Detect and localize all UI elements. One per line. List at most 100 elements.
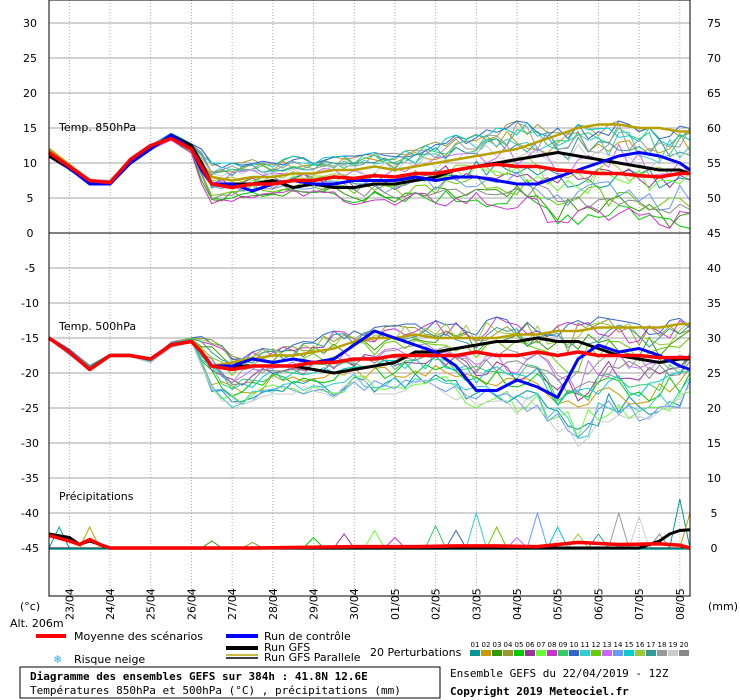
left-tick-label: -25	[21, 402, 39, 415]
perturbation-swatch	[657, 650, 667, 656]
perturbation-number: 01	[471, 641, 480, 649]
right-tick-label: 45	[707, 227, 721, 240]
precip-perturbation-spike	[425, 524, 447, 549]
x-tick-label: 06/05	[592, 588, 605, 620]
perturbation-swatch	[481, 650, 491, 656]
left-tick-labels: 30 25 20 15 10 5 0 -5 -10 -15 -20 -25 -30 -35 -40 -45	[21, 17, 39, 555]
x-tick-label: 04/05	[511, 588, 524, 620]
panel-title-t850: Temp. 850hPa	[58, 121, 136, 134]
footer-title: Diagramme des ensembles GEFS sur 384h : …	[30, 670, 368, 683]
precip-perturbation-spike	[303, 536, 325, 549]
altitude-label: Alt. 206m	[10, 617, 64, 630]
x-tick-label: 28/04	[267, 588, 280, 620]
x-tick-label: 03/05	[470, 588, 483, 620]
precip-perturbation-spike	[465, 511, 487, 549]
panel-title-precip: Précipitations	[59, 490, 134, 503]
grid	[49, 0, 690, 596]
perturbation-number: 18	[658, 641, 667, 649]
perturbation-swatch	[569, 650, 579, 656]
precip-perturbation-spike	[526, 511, 549, 549]
perturbation-swatch	[503, 650, 513, 656]
x-tick-label: 23/04	[63, 588, 76, 620]
perturbation-swatch	[514, 650, 524, 656]
perturbation-swatch	[547, 650, 557, 656]
x-tick-label: 30/04	[348, 588, 361, 620]
perturbation-swatch	[679, 650, 689, 656]
perturbation-swatch	[536, 650, 546, 656]
legend-label-perturbations: 20 Perturbations	[370, 646, 462, 659]
precip-perturbation-spike	[242, 541, 263, 549]
right-tick-label: 65	[707, 87, 721, 100]
perturbation-swatches: 01 02 03 04 05 06 07 08 09 10 11 12 13 14 15 16 17 18 19 20	[470, 641, 689, 656]
series-line-t500-moyenne-des-sc-narios	[48, 336, 690, 372]
left-tick-label: 5	[27, 192, 34, 205]
left-unit-label: (°c)	[20, 600, 40, 613]
left-tick-label: 20	[23, 87, 37, 100]
perturbation-number: 07	[537, 641, 546, 649]
left-tick-label: 30	[23, 17, 37, 30]
perturbation-swatch	[525, 650, 535, 656]
x-tick-label: 27/04	[226, 588, 239, 620]
footer-subtitle: Températures 850hPa et 500hPa (°C) , pré…	[30, 684, 401, 697]
precip-perturbation-spike	[363, 529, 386, 549]
perturbation-number: 04	[504, 641, 513, 649]
perturbation-swatch	[635, 650, 645, 656]
left-tick-label: 10	[23, 157, 37, 170]
left-tick-label: -30	[21, 437, 39, 450]
footer-title-box	[19, 666, 441, 699]
x-tick-label: 25/04	[145, 588, 158, 620]
perturbation-number: 17	[647, 641, 656, 649]
right-tick-label: 40	[707, 262, 721, 275]
left-tick-label: -20	[21, 367, 39, 380]
legend-label-snow: Risque neige	[74, 653, 145, 666]
perturbation-swatch	[624, 650, 634, 656]
right-tick-label: 25	[707, 367, 721, 380]
perturbation-swatch	[580, 650, 590, 656]
x-tick-label: 07/05	[633, 588, 646, 620]
right-tick-label: 30	[707, 332, 721, 345]
perturbation-number: 16	[636, 641, 645, 649]
left-tick-label: 25	[23, 52, 37, 65]
perturbation-line-t500-19	[48, 338, 691, 448]
perturbation-number: 12	[592, 641, 601, 649]
perturbation-number: 13	[603, 641, 612, 649]
legend-label-gfs: Run GFS	[264, 641, 310, 654]
left-tick-label: -10	[21, 297, 39, 310]
x-tick-labels: 23/04 24/04 25/04 26/04 27/04 28/04 29/04 30/04…	[63, 588, 686, 620]
perturbation-number: 05	[515, 641, 524, 649]
perturbation-swatch	[558, 650, 568, 656]
perturbation-swatch	[668, 650, 678, 656]
plot-frame	[48, 0, 691, 597]
x-tick-label: 01/05	[389, 588, 402, 620]
perturbation-number: 10	[570, 641, 579, 649]
perturbation-number: 11	[581, 641, 590, 649]
series-lines	[48, 123, 691, 550]
perturbation-number: 15	[625, 641, 634, 649]
left-tick-label: -40	[21, 507, 39, 520]
x-tick-label: 05/05	[552, 588, 565, 620]
x-tick-label: 26/04	[185, 588, 198, 620]
footer-ensemble: Ensemble GEFS du 22/04/2019 - 12Z	[450, 667, 669, 680]
series-line-precip-moyenne-des-sc-narios	[48, 533, 691, 550]
precip-perturbation-spike	[608, 511, 630, 549]
perturbation-swatch	[591, 650, 601, 656]
left-tick-label: 15	[23, 122, 37, 135]
precip-perturbation-spike	[486, 525, 508, 549]
right-tick-label: 20	[707, 402, 721, 415]
right-tick-label: 55	[707, 157, 721, 170]
right-tick-label: 15	[707, 437, 721, 450]
perturbation-number: 03	[493, 641, 502, 649]
legend-label-control: Run de contrôle	[264, 630, 351, 643]
legend-label-mean: Moyenne des scénarios	[74, 630, 203, 643]
panel-title-t500: Temp. 500hPa	[58, 320, 136, 333]
perturbation-number: 09	[559, 641, 568, 649]
x-tick-label: 02/05	[430, 588, 443, 620]
left-tick-label: 0	[27, 227, 34, 240]
series-line-t850-run-de-contr-le	[48, 133, 691, 193]
left-tick-label: -45	[21, 542, 39, 555]
right-unit-label: (mm)	[708, 600, 738, 613]
snowflake-icon: ❄	[54, 652, 61, 666]
perturbation-swatch	[646, 650, 656, 656]
